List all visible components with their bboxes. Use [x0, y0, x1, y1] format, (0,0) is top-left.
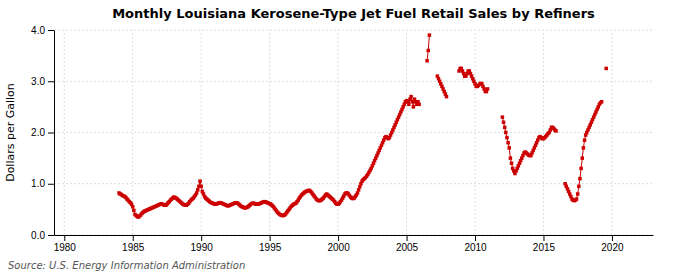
- tick-mark: [48, 30, 54, 31]
- tick: 2.0: [31, 127, 54, 138]
- tick: 3.0: [31, 76, 54, 87]
- marker: [510, 162, 514, 166]
- tick-mark: [48, 184, 54, 185]
- tick-label: 2010: [464, 242, 487, 253]
- marker: [575, 197, 579, 201]
- tick-label: 3.0: [31, 76, 45, 87]
- marker: [604, 67, 608, 71]
- tick-label: 2.0: [31, 127, 45, 138]
- marker: [407, 103, 411, 107]
- marker: [131, 205, 135, 209]
- marker: [554, 129, 558, 133]
- marker: [583, 138, 587, 142]
- chart: 1980 1985 1990 1995 2000 2005 2010 2015 2020 0.0 1…: [0, 0, 675, 275]
- tick-mark: [48, 235, 54, 236]
- marker: [577, 185, 581, 189]
- tick-mark: [270, 235, 271, 241]
- tick-label: 2000: [327, 242, 350, 253]
- tick: 1.0: [31, 178, 54, 189]
- marker: [198, 179, 202, 183]
- tick-label: 2005: [396, 242, 419, 253]
- marker: [409, 95, 413, 99]
- tick-mark: [612, 235, 613, 241]
- annotation: Source: U.S. Energy Information Administ…: [8, 260, 245, 271]
- chart-container: 1980 1985 1990 1995 2000 2005 2010 2015 2020 0.0 1…: [0, 0, 675, 275]
- marker: [501, 115, 505, 119]
- marker: [445, 95, 449, 99]
- marker: [579, 167, 583, 171]
- tick-label: 2015: [533, 242, 556, 253]
- marker: [132, 209, 136, 213]
- marker: [506, 141, 510, 145]
- tick-mark: [133, 235, 134, 241]
- x-axis: 1980 1985 1990 1995 2000 2005 2010 2015 2020: [54, 235, 654, 253]
- marker: [504, 131, 508, 135]
- y-axis: 0.0 1.0 2.0 3.0 4.0: [31, 25, 54, 241]
- tick-label: 0.0: [31, 230, 45, 241]
- tick-label: 1995: [259, 242, 282, 253]
- marker: [425, 59, 429, 63]
- marker: [486, 87, 490, 91]
- tick-mark: [338, 235, 339, 241]
- tick: 1990: [191, 235, 214, 253]
- tick-mark: [48, 133, 54, 134]
- tick-mark: [64, 235, 65, 241]
- tick: 2020: [601, 235, 624, 253]
- marker: [505, 136, 509, 140]
- axis-line: [54, 31, 55, 236]
- grid-line: [54, 132, 653, 133]
- tick-mark: [475, 235, 476, 241]
- tick-label: 1980: [54, 242, 77, 253]
- tick-mark: [201, 235, 202, 241]
- marker: [199, 185, 203, 189]
- tick: 1995: [259, 235, 282, 253]
- tick: 2000: [327, 235, 350, 253]
- tick-mark: [407, 235, 408, 241]
- tick-mark: [543, 235, 544, 241]
- marker: [600, 100, 604, 104]
- marker: [358, 185, 362, 189]
- grid-line: [54, 81, 653, 82]
- tick: 1980: [54, 235, 77, 253]
- marker: [507, 146, 511, 150]
- tick-label: 4.0: [31, 25, 45, 36]
- marker: [509, 156, 513, 160]
- marker: [412, 105, 416, 109]
- marker: [195, 191, 199, 195]
- tick: 2005: [396, 235, 419, 253]
- tick-label: 1.0: [31, 178, 45, 189]
- marker: [417, 103, 421, 107]
- marker: [582, 146, 586, 150]
- marker: [426, 49, 430, 53]
- grid-line: [54, 183, 653, 184]
- tick: 0.0: [31, 230, 54, 241]
- tick: 2015: [533, 235, 556, 253]
- grid: [54, 30, 653, 235]
- marker: [503, 126, 507, 130]
- marker: [357, 188, 361, 192]
- marker: [581, 156, 585, 160]
- tick-label: 2020: [601, 242, 624, 253]
- axis-line: [55, 235, 654, 236]
- marker: [356, 191, 360, 195]
- tick: 1985: [122, 235, 145, 253]
- marker: [428, 33, 432, 37]
- marker: [576, 192, 580, 196]
- tick: 4.0: [31, 25, 54, 36]
- plot-area: [117, 33, 608, 218]
- y-axis-label: Dollars per Gallon: [4, 83, 17, 182]
- grid-line: [54, 30, 653, 31]
- tick-label: 1985: [122, 242, 145, 253]
- tick-label: 1990: [191, 242, 214, 253]
- tick-mark: [48, 81, 54, 82]
- grid-line: [54, 235, 653, 236]
- grid-line: [201, 30, 202, 235]
- title: Monthly Louisiana Kerosene-Type Jet Fuel…: [112, 6, 595, 21]
- marker: [502, 121, 506, 125]
- price-line: [119, 35, 606, 217]
- marker: [578, 177, 582, 181]
- marker: [196, 188, 200, 192]
- tick: 2010: [464, 235, 487, 253]
